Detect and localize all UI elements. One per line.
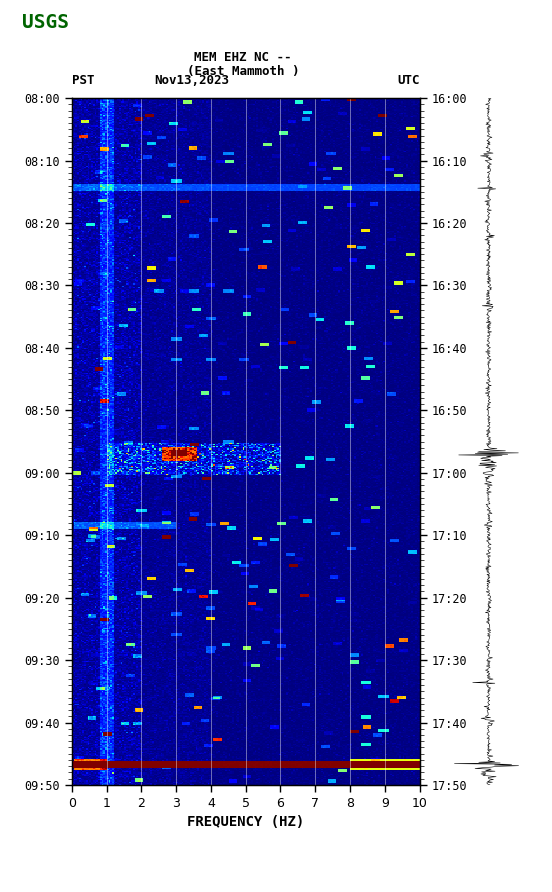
Text: USGS: USGS [22,12,69,32]
Text: Nov13,2023: Nov13,2023 [155,74,230,87]
X-axis label: FREQUENCY (HZ): FREQUENCY (HZ) [187,815,304,830]
Text: MEM EHZ NC --: MEM EHZ NC -- [194,52,291,64]
Text: (East Mammoth ): (East Mammoth ) [187,65,299,78]
Text: PST: PST [72,74,94,87]
Text: UTC: UTC [397,74,420,87]
